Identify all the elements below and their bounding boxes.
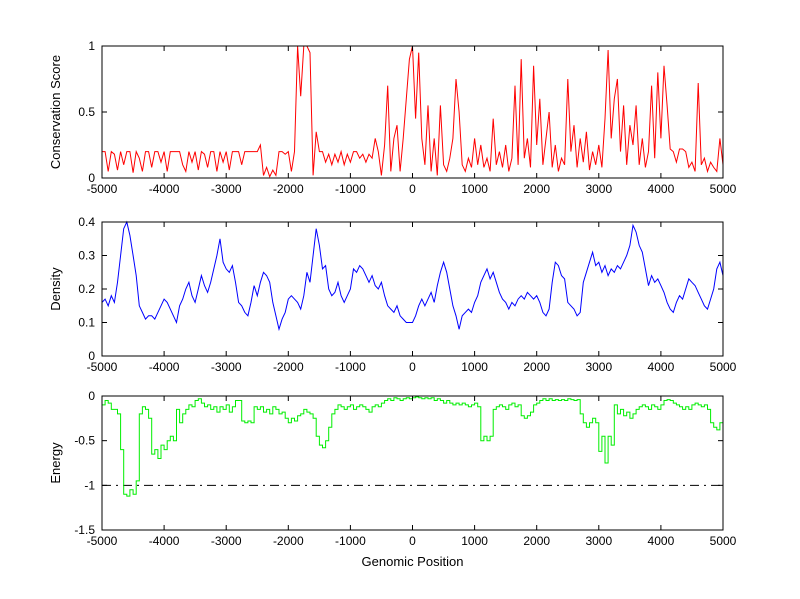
x-tick-label: 2000 [523,534,550,548]
conservation-score-ylabel: Conservation Score [48,55,63,169]
x-tick-label: 4000 [648,360,675,374]
x-tick-label: -2000 [273,182,304,196]
y-tick-label: 0 [88,349,95,363]
x-tick-label: 1000 [461,182,488,196]
x-tick-label: 1000 [461,534,488,548]
x-tick-label: -5000 [87,182,118,196]
y-tick-label: 0.3 [78,249,95,263]
x-tick-label: -3000 [211,360,242,374]
y-tick-label: -0.5 [74,434,95,448]
x-tick-label: 0 [409,182,416,196]
x-tick-label: -4000 [149,534,180,548]
y-tick-label: -1 [84,478,95,492]
y-tick-label: -1.5 [74,523,95,537]
density-series-line [101,220,724,332]
x-tick-label: -1000 [335,360,366,374]
x-tick-label: 3000 [585,182,612,196]
x-tick-label: 2000 [523,182,550,196]
subplot-conservation-score: -5000 -4000 -3000 -2000 -1000 0 1000 2000 3000 40… [48,39,737,196]
x-tick-label: -4000 [149,182,180,196]
xlabel: Genomic Position [362,554,464,569]
y-tick-label: 0 [88,389,95,403]
x-tick-label: 4000 [648,182,675,196]
x-tick-label: -2000 [273,360,304,374]
y-tick-label: 0.4 [78,215,95,229]
x-tick-label: 1000 [461,360,488,374]
y-tick-label: 0.2 [78,282,95,296]
x-tick-label: -3000 [211,534,242,548]
subplot-density: -5000 -4000 -3000 -2000 -1000 0 1000 2000 3000 40… [48,215,737,374]
x-tick-label: 4000 [648,534,675,548]
x-tick-label: 0 [409,534,416,548]
x-tick-label: -5000 [87,534,118,548]
density-axes-frame [101,221,724,357]
x-tick-label: -1000 [335,182,366,196]
x-tick-label: -2000 [273,534,304,548]
conservation-score-series-line [102,45,724,179]
energy-ylabel: Energy [48,442,63,484]
y-tick-label: 1 [88,39,95,53]
density-ylabel: Density [48,267,63,311]
x-tick-label: 3000 [585,534,612,548]
x-tick-label: 5000 [710,182,737,196]
conservation-score-axes-frame [101,45,724,179]
x-tick-label: -5000 [87,360,118,374]
x-tick-label: -3000 [211,182,242,196]
x-tick-label: 5000 [710,534,737,548]
y-tick-label: 0 [88,171,95,185]
subplot-energy: -5000 -4000 -3000 -2000 -1000 0 1000 2000 3000 40… [48,389,737,569]
energy-series-line [102,396,723,497]
x-tick-label: 5000 [710,360,737,374]
x-tick-label: 3000 [585,360,612,374]
x-tick-label: -4000 [149,360,180,374]
x-tick-label: 2000 [523,360,550,374]
y-tick-label: 0.5 [78,105,95,119]
x-tick-label: 0 [409,360,416,374]
x-tick-label: -1000 [335,534,366,548]
y-tick-label: 0.1 [78,316,95,330]
